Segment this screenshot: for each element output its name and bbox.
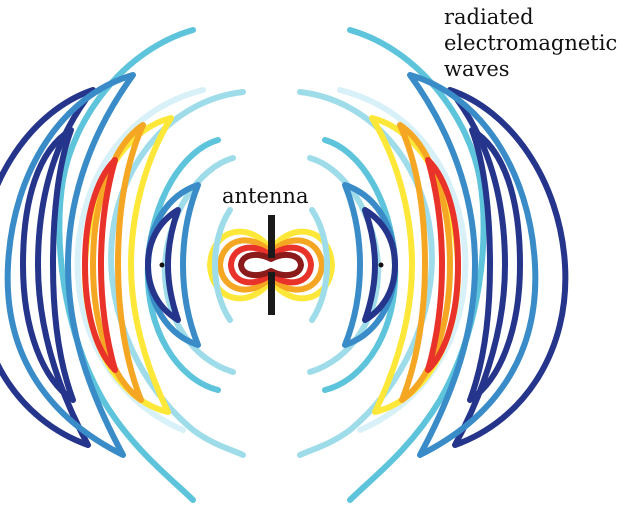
- waves-label-line: radiated: [444, 5, 534, 29]
- right-field-lobes: [297, 27, 569, 503]
- field-loop: [447, 87, 569, 448]
- field-loop: [342, 182, 398, 348]
- left-field-lobes: [0, 27, 246, 503]
- field-loop: [161, 155, 236, 375]
- field-loop: [425, 157, 461, 373]
- field-loop: [145, 207, 181, 323]
- waves-label-line: waves: [444, 57, 510, 81]
- field-loop: [307, 155, 382, 375]
- field-loop: [145, 182, 201, 348]
- field-loop: [4, 72, 136, 458]
- waves-label-line: electromagnetic: [444, 31, 618, 55]
- field-loop: [407, 72, 539, 458]
- field-loop: [309, 207, 330, 323]
- field-node-dot: [378, 262, 384, 268]
- field-loop: [238, 251, 304, 279]
- field-loop: [397, 122, 453, 403]
- field-loop: [467, 127, 523, 403]
- field-loop: [90, 122, 146, 403]
- field-loop: [212, 207, 233, 323]
- field-loop: [362, 207, 398, 323]
- antenna-label: antenna: [222, 184, 309, 208]
- field-loop: [0, 87, 96, 448]
- antenna-upper-element: [268, 215, 275, 258]
- antenna-lower-element: [268, 272, 275, 315]
- field-loop: [20, 127, 76, 403]
- field-loop: [82, 157, 118, 373]
- waves-label: radiated electromagnetic waves: [444, 4, 617, 82]
- antenna-dipole: [268, 215, 275, 315]
- field-node-dot: [159, 262, 165, 268]
